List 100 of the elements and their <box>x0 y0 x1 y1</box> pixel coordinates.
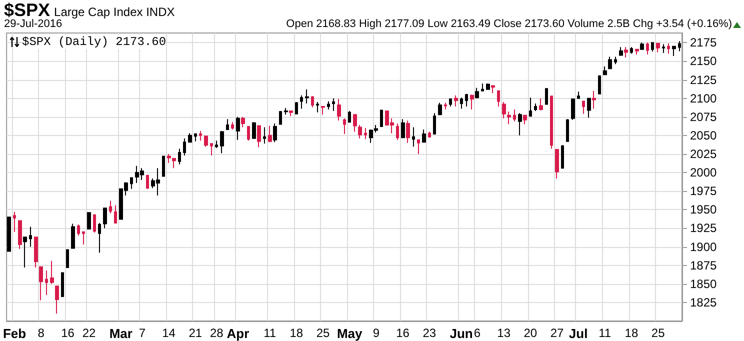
candlestick <box>215 140 218 149</box>
candlestick <box>539 98 543 111</box>
candlestick <box>513 108 516 122</box>
candlestick <box>162 156 165 177</box>
candlestick <box>279 110 282 125</box>
x-tick-label: 18 <box>624 326 638 340</box>
candlestick <box>226 118 229 130</box>
x-tick-label: Jun <box>450 326 473 341</box>
y-tick-label: 1975 <box>690 184 718 198</box>
candlestick <box>348 110 351 123</box>
candlestick <box>241 116 245 128</box>
candlestick <box>236 116 240 140</box>
candlestick <box>364 128 367 140</box>
candlestick <box>247 126 250 142</box>
candlestick <box>295 102 298 114</box>
candlestick <box>502 102 506 119</box>
candlestick <box>406 120 410 144</box>
candlestick <box>566 118 569 142</box>
candlestick <box>417 139 420 154</box>
candlestick <box>114 204 117 224</box>
candlestick <box>646 42 649 56</box>
candlestick <box>305 88 309 104</box>
candlestick <box>428 131 431 138</box>
x-tick-label: Jul <box>568 326 588 341</box>
y-tick-label: 2150 <box>690 54 718 68</box>
candlestick <box>412 126 415 148</box>
x-tick-label: 28 <box>210 326 224 340</box>
candlestick <box>550 96 553 150</box>
x-tick-label: 11 <box>264 326 276 340</box>
candlestick <box>640 42 644 50</box>
x-tick-label: 14 <box>162 326 176 340</box>
candlestick <box>353 114 357 132</box>
candlestick <box>603 66 607 76</box>
y-tick-label: 2125 <box>690 72 718 87</box>
candlestick <box>268 125 272 143</box>
chart-subtitle: Large Cap Index INDX <box>54 5 175 19</box>
candlestick <box>672 46 676 57</box>
candlestick <box>481 82 484 92</box>
candlestick <box>470 94 474 110</box>
candlestick <box>7 216 11 252</box>
y-tick-label: 2025 <box>690 146 718 161</box>
candlestick <box>651 42 654 52</box>
candlestick <box>656 42 660 53</box>
candlestick <box>608 56 612 70</box>
candlestick <box>146 174 149 190</box>
candlestick <box>39 266 43 301</box>
candlestick <box>103 208 107 229</box>
x-tick-label: 27 <box>550 326 564 340</box>
candlestick <box>316 102 319 113</box>
y-tick-label: 1875 <box>690 258 718 272</box>
y-tick-label: 2100 <box>690 91 718 106</box>
candlestick <box>130 177 133 190</box>
candlestick <box>13 211 16 232</box>
candlestick <box>172 158 176 169</box>
candlestick <box>23 236 27 268</box>
candlestick <box>34 236 38 268</box>
x-tick-label: 13 <box>497 326 511 340</box>
candlestick <box>204 136 208 148</box>
candlestick <box>592 90 596 110</box>
x-tick-label: 18 <box>290 326 304 340</box>
candlestick <box>183 138 186 156</box>
x-tick-label: 6 <box>474 326 481 340</box>
candlestick <box>87 212 91 230</box>
x-tick-label: Feb <box>2 326 26 341</box>
candlestick <box>311 96 314 108</box>
candlestick <box>465 93 468 107</box>
candlestick <box>401 118 405 138</box>
candlestick <box>635 48 639 56</box>
y-tick-label: 2050 <box>690 128 718 142</box>
x-tick-label: 8 <box>38 326 45 340</box>
candlestick <box>545 88 548 105</box>
candlestick <box>77 224 80 236</box>
candlestick <box>667 42 670 54</box>
text: 29-Jul-2016 <box>4 18 62 30</box>
candlestick <box>678 40 681 52</box>
candlestick <box>321 106 325 116</box>
y-tick-label: 2175 <box>690 36 718 50</box>
x-tick-label: 16 <box>396 326 410 340</box>
y-tick-label: 1900 <box>690 240 718 254</box>
candlestick <box>587 98 591 118</box>
candlestick <box>178 148 181 165</box>
x-tick-label: Mar <box>109 326 132 341</box>
x-tick-label: May <box>336 326 364 341</box>
candlestick <box>257 125 261 148</box>
text: Open 2168.83 High 2177.09 Low 2163.49 Close 2173.60 Volume 2.5B Chg +3.54 (+0.16%) <box>286 18 732 30</box>
candlestick <box>555 149 559 179</box>
x-tick-label: 11 <box>598 326 612 340</box>
candlestick <box>454 94 458 107</box>
candlestick <box>109 200 112 214</box>
candlestick <box>486 82 490 90</box>
candlestick <box>614 56 617 65</box>
candlestick <box>534 103 537 112</box>
candlestick <box>82 231 85 246</box>
annotation: $SPX (Daily) 2173.60 <box>22 35 166 49</box>
candlestick <box>220 130 224 154</box>
candlestick <box>598 74 601 94</box>
y-tick-label: 1925 <box>690 221 718 236</box>
candlestick <box>50 260 54 284</box>
candlestick <box>29 226 32 248</box>
candlestick <box>332 98 335 112</box>
